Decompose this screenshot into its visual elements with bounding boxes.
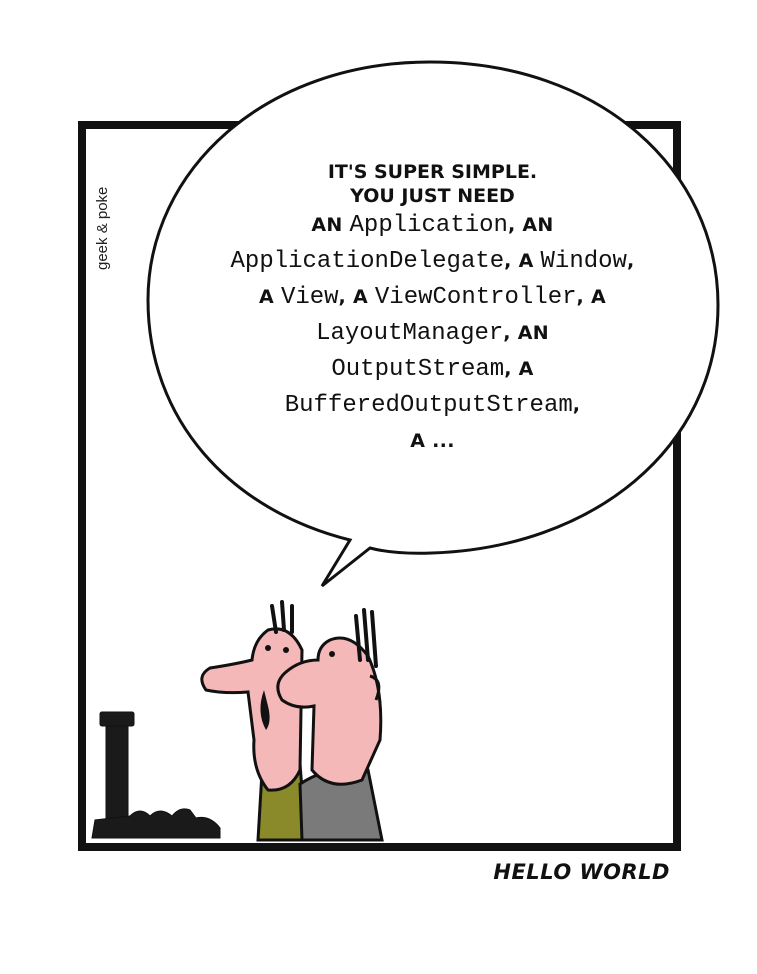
speech-line: ApplicationDelegate, A Window, xyxy=(150,244,715,280)
code-term: OutputStream xyxy=(331,356,505,383)
speech-bubble xyxy=(146,60,720,588)
speech-word: , A xyxy=(576,286,606,308)
code-term: View xyxy=(280,284,339,311)
artist-signature: geek & poke xyxy=(94,186,111,270)
code-term: Application xyxy=(349,212,508,239)
speech-line: LayoutManager, AN xyxy=(150,316,715,352)
speech-line: AN Application, AN xyxy=(150,208,715,244)
speech-word: , A xyxy=(504,358,534,380)
code-term: Window xyxy=(540,248,627,275)
speech-lines: AN Application, AN ApplicationDelegate, A… xyxy=(150,208,715,460)
code-term: LayoutManager xyxy=(316,320,504,347)
speech-text: IT'S SUPER SIMPLE. YOU JUST NEED AN Appl… xyxy=(150,160,715,460)
keyboard-icon xyxy=(91,711,221,839)
speech-heading-2: YOU JUST NEED xyxy=(350,185,515,207)
speech-line: BufferedOutputStream, xyxy=(150,388,715,424)
speech-word: , AN xyxy=(507,214,554,236)
speech-word: A xyxy=(259,286,281,308)
code-term: ViewController xyxy=(374,284,577,311)
speech-word: , A xyxy=(338,286,375,308)
speech-word: A ... xyxy=(410,430,455,452)
speech-line: A ... xyxy=(150,424,715,460)
speech-word: , AN xyxy=(503,322,549,344)
speech-line: OutputStream, A xyxy=(150,352,715,388)
speech-word: , A xyxy=(504,250,541,272)
speech-word: , xyxy=(572,394,581,416)
speech-word: , xyxy=(626,250,635,272)
speech-word: AN xyxy=(311,214,350,236)
comic-caption: HELLO WORLD xyxy=(493,860,670,884)
code-term: BufferedOutputStream xyxy=(284,392,573,419)
character-right xyxy=(276,608,384,842)
speech-line: A View, A ViewController, A xyxy=(150,280,715,316)
code-term: ApplicationDelegate xyxy=(230,248,505,275)
character-left xyxy=(200,600,308,842)
speech-heading-1: IT'S SUPER SIMPLE. xyxy=(327,161,538,183)
